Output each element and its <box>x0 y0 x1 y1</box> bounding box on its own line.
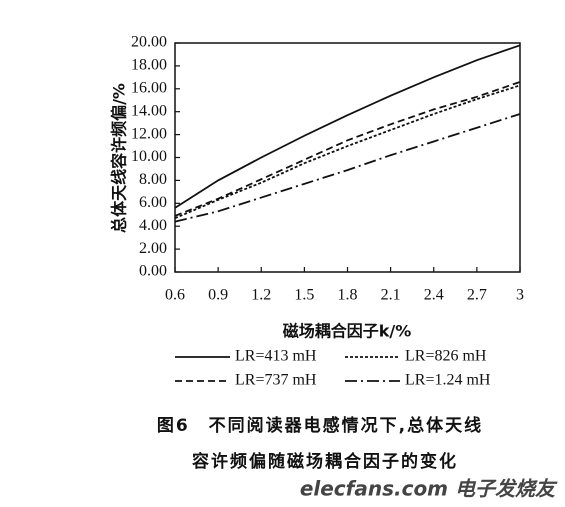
legend-label: LR=826 mH <box>405 348 487 365</box>
series-line <box>174 44 521 209</box>
x-tick-label: 3 <box>516 287 524 304</box>
y-tick-label: 0.00 <box>139 263 167 280</box>
legend-label: LR=413 mH <box>235 348 317 365</box>
x-tick-label: 1.8 <box>338 287 358 304</box>
legend-label: LR=737 mH <box>235 372 317 389</box>
x-tick-label: 1.2 <box>251 287 271 304</box>
series-line <box>174 113 521 223</box>
watermark: elecfans.com 电子发烧友 <box>300 477 558 501</box>
x-tick-label: 1.5 <box>294 287 314 304</box>
y-tick-label: 12.00 <box>131 125 167 142</box>
y-axis-label: 总体天线容许频偏/% <box>110 83 129 233</box>
y-tick-label: 14.00 <box>131 102 167 119</box>
y-tick-label: 4.00 <box>139 217 167 234</box>
caption-line: 容许频偏随磁场耦合因子的变化 <box>192 451 458 472</box>
y-tick-label: 10.00 <box>131 148 167 165</box>
y-tick-label: 6.00 <box>139 194 167 211</box>
legend-label: LR=1.24 mH <box>405 372 491 389</box>
x-tick-label: 2.7 <box>467 287 487 304</box>
plot-frame <box>174 42 521 273</box>
y-tick-label: 2.00 <box>139 240 167 257</box>
caption-line: 图6 不同阅读器电感情况下,总体天线 <box>157 415 483 436</box>
x-tick-label: 0.9 <box>208 287 228 304</box>
y-tick-label: 16.00 <box>131 79 167 96</box>
y-tick-label: 8.00 <box>139 171 167 188</box>
x-tick-label: 0.6 <box>165 287 185 304</box>
series-line <box>174 81 521 217</box>
series-line <box>174 84 521 220</box>
y-tick-label: 18.00 <box>131 57 167 74</box>
x-axis-label: 磁场耦合因子k/% <box>283 322 412 341</box>
x-tick-label: 2.4 <box>424 287 444 304</box>
y-tick-label: 20.00 <box>131 34 167 51</box>
x-tick-label: 2.1 <box>381 287 401 304</box>
